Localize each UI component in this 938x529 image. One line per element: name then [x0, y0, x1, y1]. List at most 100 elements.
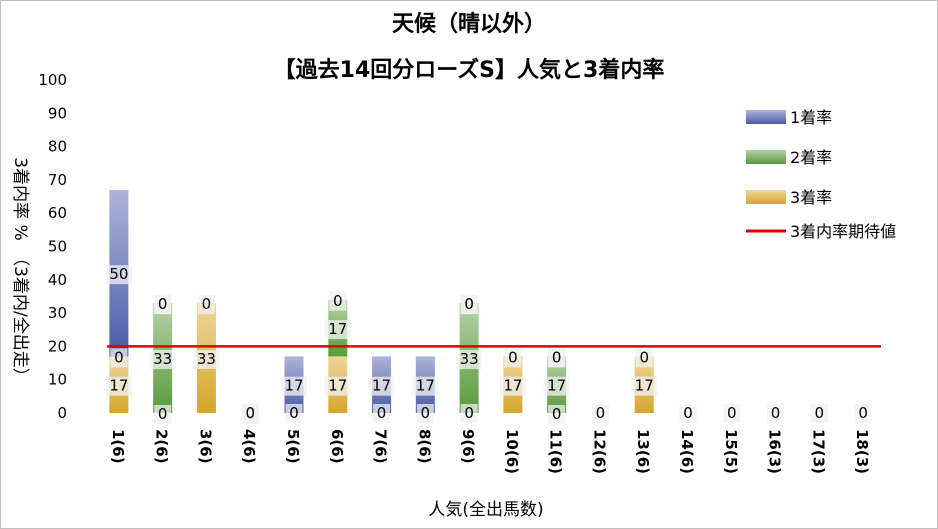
y-tick-label: 100 [38, 71, 67, 89]
data-label: 17 [372, 377, 391, 395]
y-axis: 0 10 20 30 40 50 60 70 80 90 100 [38, 71, 67, 422]
y-tick-label: 0 [57, 404, 67, 422]
legend-label: 3着内率期待値 [790, 222, 896, 241]
data-label: 17 [284, 377, 303, 395]
data-label-bg [543, 376, 570, 396]
x-axis-title: 人気(全出馬数) [428, 500, 543, 520]
data-label: 0 [464, 295, 474, 313]
x-tick-label: 7(6) [372, 429, 390, 464]
data-label-bg [154, 405, 172, 424]
x-tick-label: 1(6) [109, 429, 127, 464]
data-label-bg [631, 376, 658, 396]
data-label: 17 [328, 377, 347, 395]
data-label-bg [154, 295, 172, 315]
data-label: 0 [552, 405, 562, 423]
legend-swatch [746, 110, 786, 124]
data-label: 0 [683, 404, 693, 422]
data-label-bg [767, 404, 785, 423]
data-label: 0 [552, 348, 562, 366]
legend-label: 1着率 [790, 108, 832, 127]
data-label-bg [193, 350, 220, 370]
data-label-bg [329, 291, 347, 311]
data-label: 33 [153, 350, 172, 368]
data-label: 0 [158, 405, 168, 423]
data-label-bg [810, 404, 828, 423]
data-label: 0 [815, 404, 825, 422]
x-tick-label: 10(6) [503, 429, 521, 474]
x-tick-label: 17(3) [809, 429, 827, 474]
x-tick-label: 16(3) [766, 429, 784, 474]
y-tick-label: 90 [48, 104, 67, 122]
data-label: 0 [245, 404, 255, 422]
data-label-bg [110, 348, 128, 368]
legend-label: 3着率 [790, 188, 832, 207]
data-label: 17 [547, 377, 566, 395]
data-label-bg [854, 404, 872, 423]
data-label: 0 [114, 348, 124, 366]
data-label: 50 [109, 265, 128, 283]
data-labels: 17 0 50 0 33 0 0 33 0 0 0 17 0 17 17 0 17 0 17 0 33 0 0 0 17 0 0 17… [105, 265, 872, 424]
data-label-bg [416, 404, 434, 423]
legend-label: 2着率 [790, 148, 832, 167]
x-tick-label: 2(6) [153, 429, 171, 464]
data-label: 0 [639, 348, 649, 366]
data-label: 0 [596, 404, 606, 422]
y-axis-title: 3着内率 % （3着内/全出走） [10, 157, 30, 384]
x-axis: 1(6) 2(6) 3(6) 4(6) 5(6) 6(6) 7(6) 8(6) 9(6) 10(6… [109, 429, 871, 474]
y-tick-label: 40 [48, 271, 67, 289]
data-label: 0 [727, 404, 737, 422]
data-label-bg [324, 376, 351, 396]
legend: 1着率 2着率 3着率 3着内率期待値 [746, 108, 896, 241]
data-label-bg [679, 404, 697, 423]
x-tick-label: 4(6) [240, 429, 258, 464]
data-label: 0 [771, 404, 781, 422]
data-label-bg [105, 265, 132, 285]
data-label: 0 [158, 295, 168, 313]
data-label-bg [548, 348, 566, 368]
data-label-bg [504, 348, 522, 368]
data-label-bg [460, 295, 478, 315]
data-label: 0 [464, 404, 474, 422]
x-tick-label: 15(5) [722, 429, 740, 474]
x-tick-label: 12(6) [590, 429, 608, 474]
data-label-bg [723, 404, 741, 423]
x-tick-label: 11(6) [547, 429, 565, 474]
y-tick-label: 30 [48, 304, 67, 322]
data-label: 0 [289, 404, 299, 422]
data-label: 17 [328, 320, 347, 338]
y-tick-label: 10 [48, 371, 67, 389]
data-label-bg [368, 376, 395, 396]
data-label: 33 [460, 350, 479, 368]
x-tick-label: 8(6) [415, 429, 433, 464]
legend-swatch [746, 190, 786, 204]
legend-swatch [746, 150, 786, 164]
data-label: 0 [858, 404, 868, 422]
x-tick-label: 18(3) [853, 429, 871, 474]
data-label-bg [105, 376, 132, 396]
data-label-bg [324, 320, 351, 340]
data-label: 0 [377, 404, 387, 422]
chart-title: 天候（晴以外） [392, 11, 546, 37]
data-label: 0 [421, 404, 431, 422]
data-label: 0 [202, 295, 212, 313]
data-label: 17 [503, 377, 522, 395]
data-label-bg [460, 404, 478, 423]
chart-subtitle: 【過去14回分ローズS】人気と3着内率 [274, 57, 665, 83]
data-label-bg [241, 404, 259, 423]
data-label-bg [456, 350, 483, 370]
data-label: 17 [109, 377, 128, 395]
y-tick-label: 50 [48, 238, 67, 256]
data-label-bg [635, 348, 653, 368]
data-label-bg [281, 376, 307, 396]
data-label-bg [412, 376, 439, 396]
data-label: 17 [416, 377, 435, 395]
x-tick-label: 3(6) [196, 429, 214, 464]
x-tick-label: 5(6) [284, 429, 302, 464]
y-tick-label: 20 [48, 337, 67, 355]
x-tick-label: 13(6) [634, 429, 652, 474]
data-label-bg [149, 350, 176, 370]
y-tick-label: 60 [48, 204, 67, 222]
data-label-bg [548, 405, 566, 424]
